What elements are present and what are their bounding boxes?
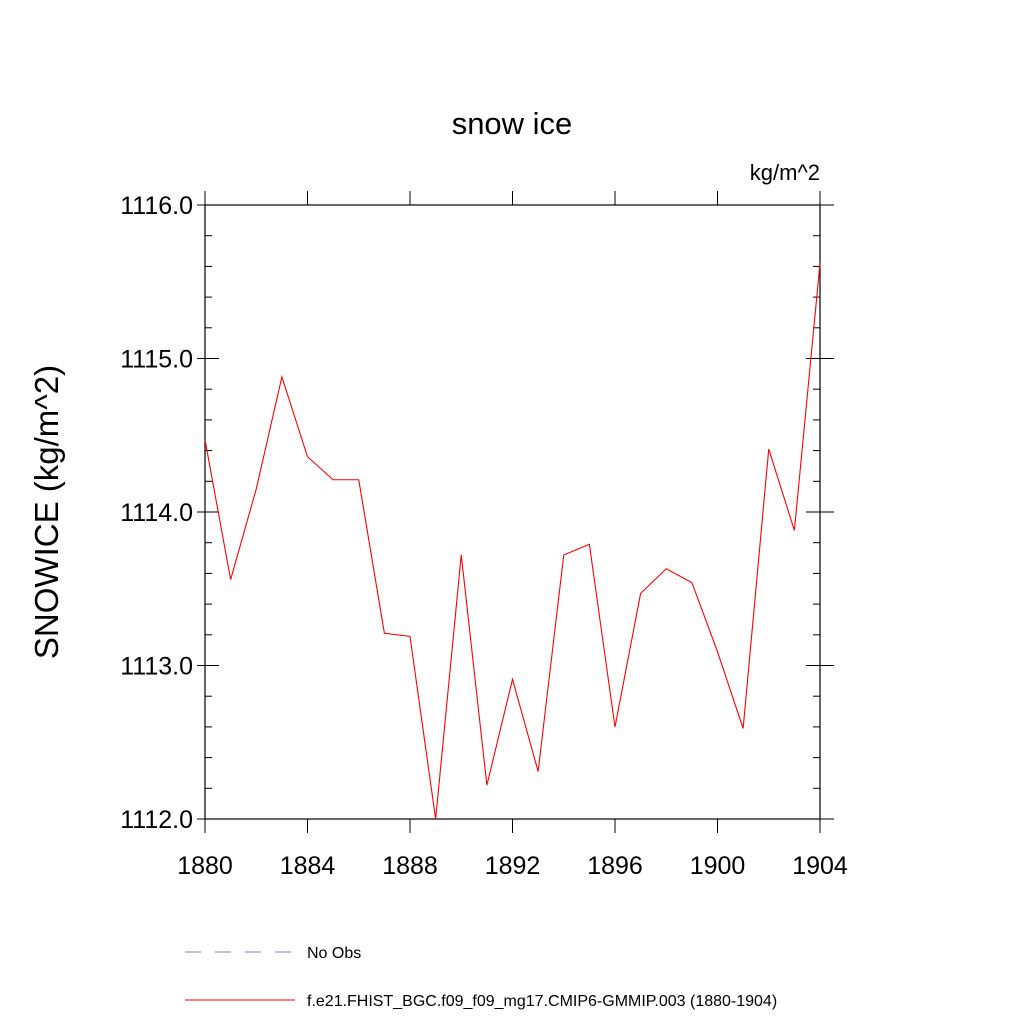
x-tick-label: 1896 xyxy=(587,852,643,880)
x-tick-label: 1888 xyxy=(382,852,438,880)
x-tick-label: 1884 xyxy=(280,852,336,880)
plot-frame xyxy=(204,204,821,820)
legend-label-no-obs: No Obs xyxy=(307,945,361,962)
series-line xyxy=(204,263,821,820)
y-tick-labels: 1112.0 1113.0 1114.0 1115.0 1116.0 xyxy=(120,192,193,834)
x-tick-label: 1892 xyxy=(485,852,541,880)
x-tick-label: 1880 xyxy=(177,852,233,880)
y-tick-label: 1116.0 xyxy=(120,192,193,220)
y-tick-label: 1112.0 xyxy=(120,806,193,834)
y-tick-label: 1113.0 xyxy=(120,653,193,681)
legend: No Obs f.e21.FHIST_BGC.f09_f09_mg17.CMIP… xyxy=(185,945,777,1010)
tick-marks xyxy=(197,191,834,833)
units-label: kg/m^2 xyxy=(750,160,820,185)
x-tick-label: 1900 xyxy=(690,852,746,880)
y-tick-label: 1115.0 xyxy=(120,346,193,374)
x-tick-label: 1904 xyxy=(792,852,848,880)
x-tick-labels: 1880 1884 1888 1892 1896 1900 1904 xyxy=(177,852,848,880)
y-tick-label: 1114.0 xyxy=(120,499,193,527)
y-axis-label: SNOWICE (kg/m^2) xyxy=(28,365,65,659)
chart-title: snow ice xyxy=(452,106,573,141)
series-lines xyxy=(204,263,821,820)
legend-label-model: f.e21.FHIST_BGC.f09_f09_mg17.CMIP6-GMMIP… xyxy=(307,993,777,1010)
